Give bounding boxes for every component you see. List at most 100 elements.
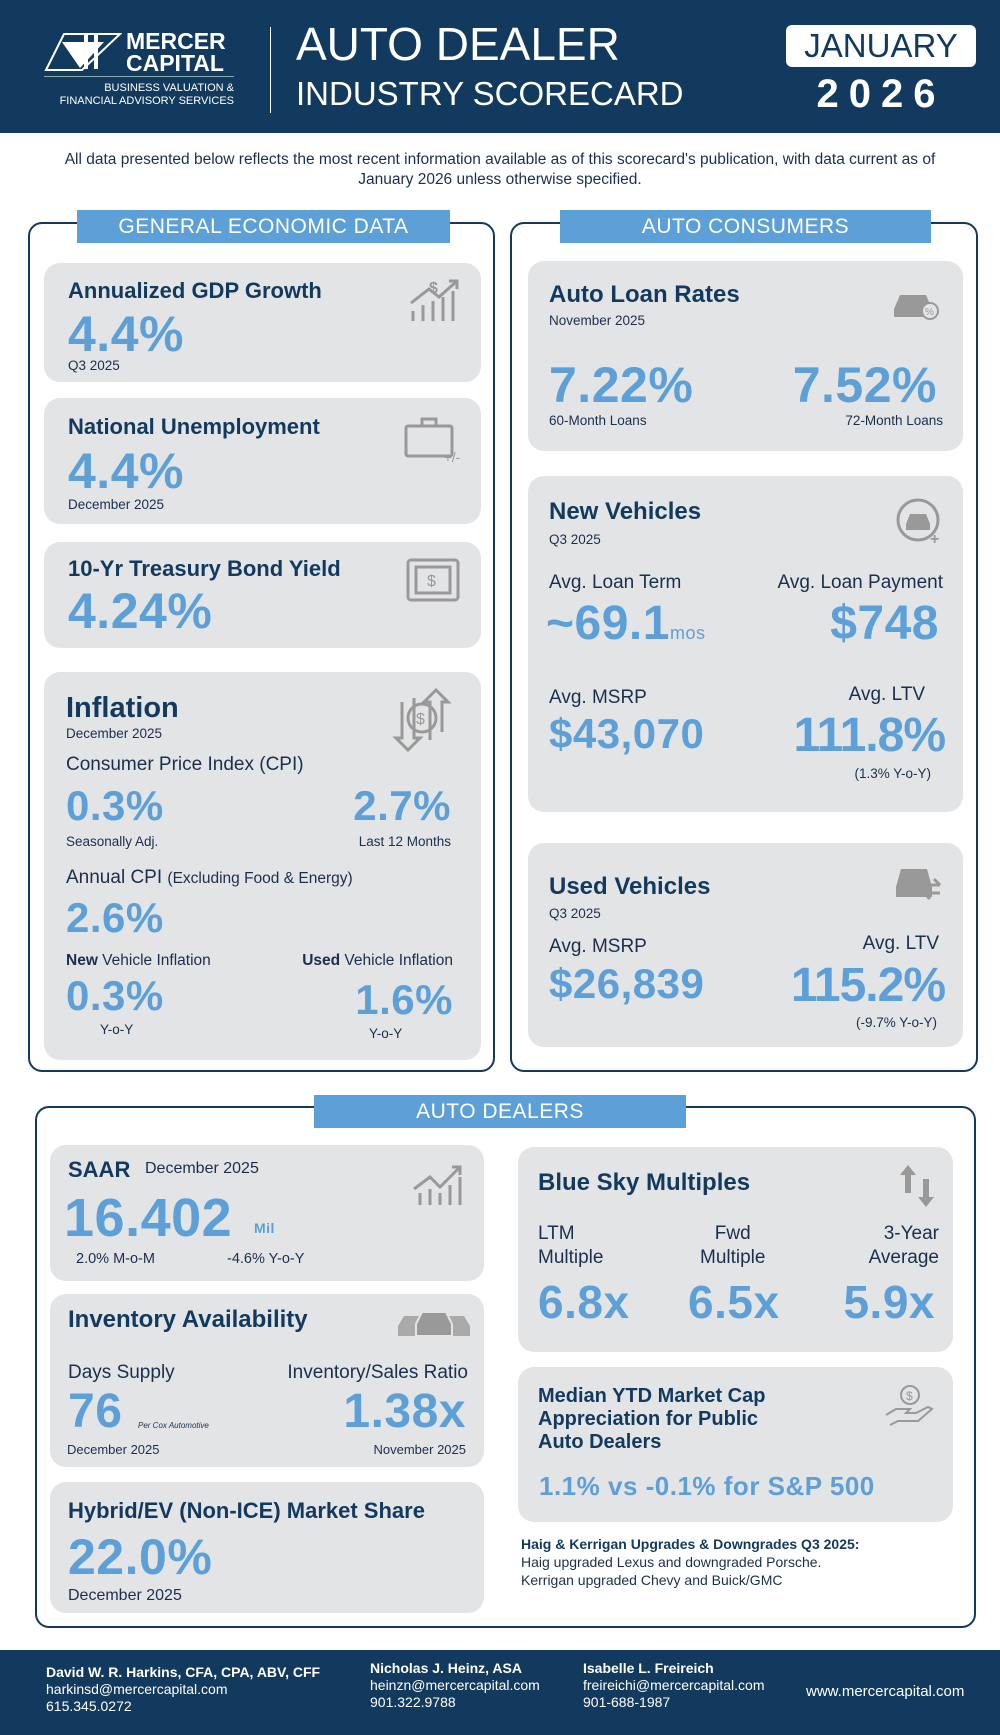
dollar-arrows-icon: $ [392,688,452,753]
logo-tagline-2: FINANCIAL ADVISORY SERVICES [59,95,234,107]
cpi-12-value: 2.7% [353,782,451,829]
market-cap-title-3: Auto Dealers [538,1431,662,1453]
market-cap-card: Median YTD Market Cap Appreciation for Pu… [518,1367,953,1522]
hand-dollar-icon: $ [885,1385,934,1426]
chart-up-icon [413,1165,462,1205]
loan-payment-label: Avg. Loan Payment [777,572,943,593]
loan-term-value: ~69.1mos [546,596,705,651]
new-vehicle-inflation-sub: Y-o-Y [100,1022,134,1037]
days-supply-value: 76 [68,1385,123,1438]
haig-line-1: Haig upgraded Lexus and downgraded Porsc… [521,1554,822,1570]
days-supply-period: December 2025 [67,1442,160,1457]
unemployment-period: December 2025 [68,497,165,512]
fwd-value: 6.5x [688,1276,780,1328]
loan-72-value: 7.52% [792,357,937,413]
ltm-label: LTM Multiple [538,1222,603,1270]
chart-dollar-icon: $ [410,279,459,321]
consumers-title: AUTO CONSUMERS [560,210,931,243]
hybrid-period: December 2025 [68,1587,182,1604]
loan-60-value: 7.22% [549,357,694,413]
loan-60-label: 60-Month Loans [549,413,647,428]
loan-term-number: ~69.1 [546,597,670,650]
three-year-label-2: Average [868,1247,939,1268]
used-vehicle-inflation-sub: Y-o-Y [369,1026,403,1041]
month-badge: JANUARY [786,25,976,67]
svg-text:$: $ [906,1389,913,1403]
used-ltv-sub: (-9.7% Y-o-Y) [855,1015,937,1030]
saar-unit: Mil [254,1220,275,1236]
core-cpi-value: 2.6% [66,894,164,941]
fwd-label: Fwd Multiple [700,1222,765,1270]
car-swap-icon [896,869,942,901]
core-cpi-note: (Excluding Food & Energy) [167,870,353,887]
used-bold: Used [302,952,341,969]
used-msrp-label: Avg. MSRP [549,936,647,957]
three-year-value: 5.9x [843,1276,935,1328]
new-msrp-label: Avg. MSRP [549,687,647,708]
page-title: AUTO DEALER [296,18,620,70]
header: MERCER CAPITAL BUSINESS VALUATION & FINA… [0,0,1000,133]
market-cap-title: Median YTD Market Cap Appreciation for Pu… [538,1385,765,1454]
bill-icon: $ [406,558,460,602]
svg-text:$: $ [427,573,436,590]
saar-card: SAAR December 2025 16.402 Mil 2.0% M-o-M… [50,1145,484,1281]
days-supply-source: Per Cox Automotive [138,1421,209,1430]
logo-line1: MERCER [126,28,226,54]
briefcase-icon [404,417,454,458]
unemployment-title: National Unemployment [68,414,320,439]
cars-icon [398,1311,470,1337]
contact-email[interactable]: heinzn@mercercapital.com [370,1677,540,1693]
three-year-label-1: 3-Year [883,1223,939,1244]
used-label: Vehicle Inflation [340,952,453,969]
svg-text:%: % [925,307,934,318]
inflation-period: December 2025 [66,726,163,741]
new-msrp-value: $43,070 [549,710,705,757]
hybrid-title: Hybrid/EV (Non-ICE) Market Share [68,1498,425,1523]
inflation-title: Inflation [66,692,179,724]
unemployment-value: 4.4% [68,443,184,499]
core-cpi-label-text: Annual CPI [66,867,163,888]
ltm-value: 6.8x [538,1276,630,1328]
inventory-card: Inventory Availability Days Supply 76 Pe… [50,1294,484,1467]
fwd-label-2: Multiple [700,1247,766,1268]
auto-loan-rates-card: Auto Loan Rates November 2025 % 7.22% 60… [528,261,963,451]
contact-name: David W. R. Harkins, CFA, CPA, ABV, CFF [46,1664,321,1680]
saar-mom: 2.0% M-o-M [76,1251,155,1267]
contact-phone: 901-688-1987 [583,1694,671,1710]
treasury-value: 4.24% [68,583,213,639]
days-supply-label: Days Supply [68,1362,175,1383]
ltm-label-1: LTM [538,1223,575,1244]
new-ltv-value: 111.8% [793,709,946,762]
used-vehicles-card: Used Vehicles Q3 2025 Avg. MSRP $26,839 … [528,843,963,1047]
gdp-title: Annualized GDP Growth [68,278,322,303]
contact-name: Nicholas J. Heinz, ASA [370,1660,522,1676]
new-vehicles-card: New Vehicles Q3 2025 + Avg. Loan Term ~6… [528,476,963,812]
website-link[interactable]: www.mercercapital.com [806,1683,965,1700]
saar-yoy: -4.6% Y-o-Y [227,1251,305,1267]
treasury-card: 10-Yr Treasury Bond Yield 4.24% $ [44,542,481,648]
svg-text:+: + [930,531,939,546]
inflation-card: Inflation December 2025 $ Consumer Price… [44,672,481,1060]
unemployment-card: National Unemployment 4.4% December 2025… [44,398,481,524]
haig-kerrigan-note: Haig & Kerrigan Upgrades & Downgrades Q3… [521,1535,859,1589]
contact-email[interactable]: harkinsd@mercercapital.com [46,1681,228,1697]
loan-rates-title: Auto Loan Rates [549,281,740,308]
loan-term-unit: mos [669,623,706,643]
blue-sky-title: Blue Sky Multiples [538,1169,751,1196]
treasury-title: 10-Yr Treasury Bond Yield [68,556,341,581]
contact-heinz: Nicholas J. Heinz, ASA heinzn@mercercapit… [370,1660,540,1711]
loan-72-label: 72-Month Loans [845,413,943,428]
inventory-ratio-period: November 2025 [373,1442,467,1457]
car-percent-icon: % [894,295,939,320]
page-subtitle: INDUSTRY SCORECARD [296,75,684,112]
loan-term-label: Avg. Loan Term [549,572,682,593]
car-plus-icon: + [896,498,940,546]
inventory-ratio-value: 1.38x [343,1385,466,1438]
contact-email[interactable]: freireichi@mercercapital.com [583,1677,765,1693]
year: 2026 [816,72,946,116]
new-label: Vehicle Inflation [97,952,211,969]
new-bold: New [66,952,98,969]
general-title: GENERAL ECONOMIC DATA [77,210,450,243]
used-vehicle-inflation-label: Used Vehicle Inflation [302,952,453,970]
inventory-title: Inventory Availability [68,1306,308,1333]
